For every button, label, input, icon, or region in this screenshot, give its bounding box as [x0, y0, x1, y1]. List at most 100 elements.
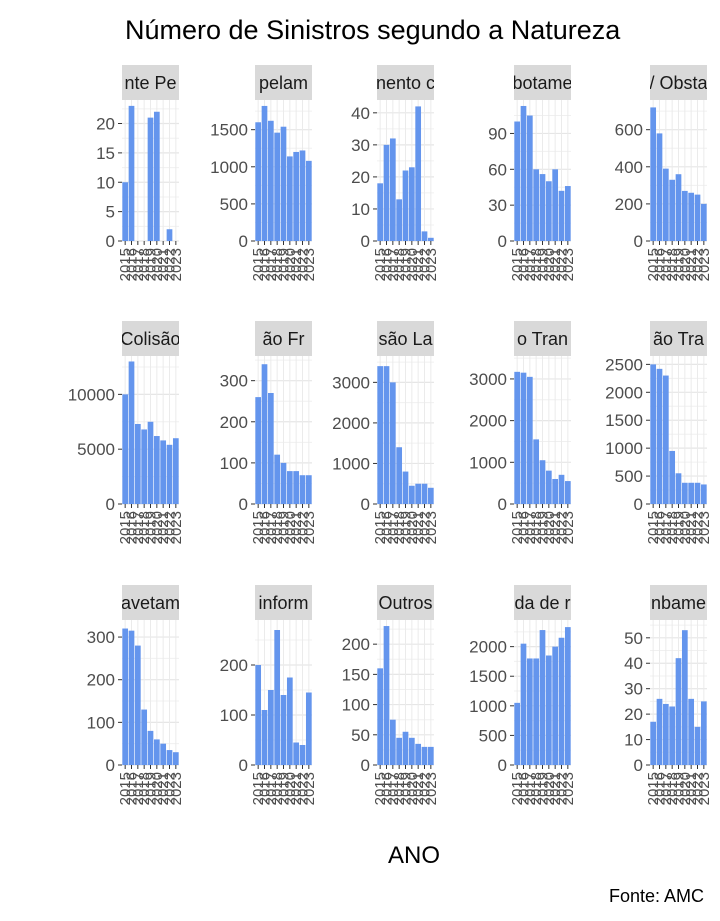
bar [421, 746, 428, 765]
y-tick-label: 50 [351, 726, 370, 745]
bar [552, 169, 559, 241]
chart-title: Número de Sinistros segundo a Natureza [125, 15, 621, 45]
x-tick-label: 2015 [250, 511, 267, 544]
x-tick-label: 2023 [301, 772, 318, 805]
bar [286, 471, 293, 504]
y-tick-label: 0 [239, 756, 248, 775]
facet-strip [650, 65, 707, 100]
bar [305, 475, 312, 504]
facet-strip-label: nte Pe [124, 73, 176, 93]
x-tick-label: 2020 [404, 772, 421, 805]
bar [675, 473, 682, 504]
x-tick-label: 2017 [130, 248, 147, 281]
bar [415, 483, 422, 504]
x-tick-label: 2019 [671, 772, 688, 805]
bar [402, 170, 409, 241]
y-tick-label: 0 [634, 756, 643, 775]
y-tick-label: 15 [96, 144, 115, 163]
x-tick-label: 2015 [372, 248, 389, 281]
bar [147, 117, 154, 241]
x-tick-label: 2017 [385, 511, 402, 544]
x-tick-label: 2021 [547, 248, 564, 281]
bar [520, 643, 527, 765]
bar [408, 485, 415, 504]
y-tick-label: 30 [624, 680, 643, 699]
y-tick-label: 200 [615, 195, 643, 214]
bar [261, 105, 268, 241]
x-axis-label: ANO [388, 842, 440, 869]
bar [539, 174, 546, 241]
bar [389, 382, 396, 504]
bar [402, 731, 409, 765]
bar [656, 368, 663, 504]
facet-strip [122, 585, 179, 620]
facet-strip-label: pelam [259, 73, 308, 93]
x-tick-label: 2021 [683, 248, 700, 281]
y-tick-label: 20 [351, 168, 370, 187]
x-tick-label: 2017 [522, 511, 539, 544]
y-tick-label: 1500 [605, 411, 643, 430]
facet-strip-label: avetam [121, 593, 180, 613]
x-tick-label: 2016 [379, 248, 396, 281]
bar [539, 460, 546, 504]
facet-panel: / Obsta020040060020152016201720182019202… [615, 65, 713, 281]
bar [552, 646, 559, 765]
x-tick-label: 2023 [560, 772, 577, 805]
y-tick-label: 2500 [605, 355, 643, 374]
bar [305, 160, 312, 241]
x-tick-label: 2015 [372, 772, 389, 805]
bar [134, 423, 141, 504]
bar [396, 199, 403, 241]
x-tick-label: 2019 [276, 511, 293, 544]
y-tick-label: 20 [96, 115, 115, 134]
facet-strip-label: Colisão [120, 329, 180, 349]
bar [669, 450, 676, 504]
bar [421, 231, 428, 241]
bar [402, 471, 409, 504]
bar [122, 394, 129, 504]
bar [280, 126, 287, 241]
bar [564, 627, 571, 765]
bar [545, 181, 552, 241]
y-tick-label: 10 [96, 173, 115, 192]
x-tick-label: 2022 [554, 511, 571, 544]
x-tick-label: 2022 [690, 511, 707, 544]
y-tick-label: 50 [624, 629, 643, 648]
x-tick-label: 2017 [522, 772, 539, 805]
bar [564, 186, 571, 241]
facet-strip [255, 65, 312, 100]
bar [261, 364, 268, 504]
bar [662, 375, 669, 504]
x-tick-label: 2020 [677, 248, 694, 281]
x-tick-label: 2022 [162, 772, 179, 805]
x-tick-label: 2017 [658, 248, 675, 281]
bar [675, 174, 682, 241]
facet-strip-label: nento c [376, 73, 435, 93]
x-tick-label: 2022 [690, 772, 707, 805]
x-tick-label: 2018 [391, 511, 408, 544]
x-tick-label: 2016 [652, 248, 669, 281]
y-tick-label: 0 [361, 232, 370, 251]
x-tick-label: 2016 [516, 772, 533, 805]
bar [545, 470, 552, 504]
bar [520, 372, 527, 504]
y-tick-label: 0 [239, 495, 248, 514]
y-tick-label: 500 [479, 726, 507, 745]
y-tick-label: 0 [498, 495, 507, 514]
x-tick-label: 2018 [391, 248, 408, 281]
x-tick-label: 2020 [677, 511, 694, 544]
bar [558, 474, 565, 504]
x-tick-label: 2023 [560, 248, 577, 281]
x-tick-label: 2017 [130, 511, 147, 544]
y-tick-label: 1000 [605, 439, 643, 458]
y-tick-label: 100 [220, 706, 248, 725]
y-tick-label: 2000 [332, 414, 370, 433]
bar [514, 121, 521, 241]
facet-strip-label: nbame [651, 593, 706, 613]
x-tick-label: 2018 [664, 248, 681, 281]
x-tick-label: 2019 [276, 772, 293, 805]
y-tick-label: 200 [220, 413, 248, 432]
facet-strip [650, 585, 707, 620]
bar [293, 151, 300, 241]
facet-panel: ão Tra0500100015002000250020152016201720… [605, 321, 713, 544]
